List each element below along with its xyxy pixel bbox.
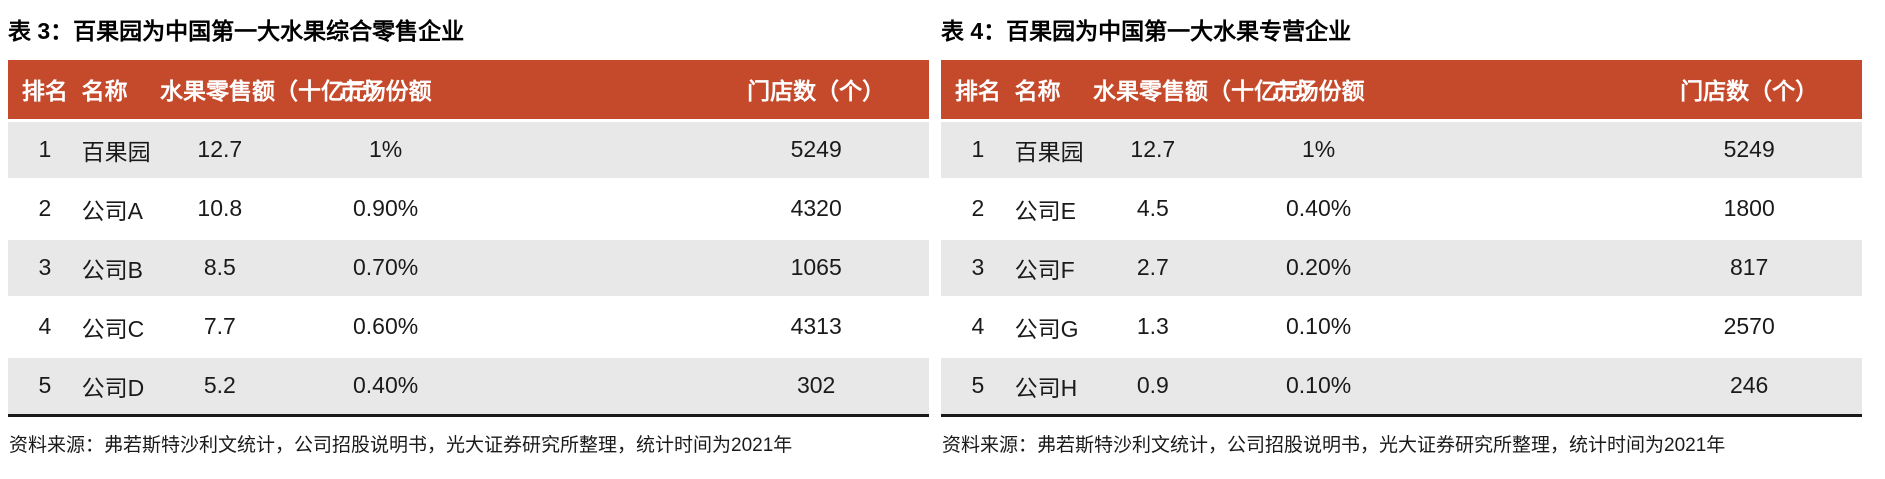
market-share-cell: 0.90% [279,177,492,238]
table-row: 5 公司H 0.9 0.10% 246 [941,354,1862,415]
store-count-cell: 4320 [491,177,929,238]
table-row: 1 百果园 12.7 1% 5249 [941,118,1862,179]
fruit-retail-ranking-table: 排名 名称 水果零售额（十亿元） 市场份额 门店数（个） 1 百果园 12.7 … [8,60,929,417]
table-row: 5 公司D 5.2 0.40% 302 [8,354,929,415]
table-row: 4 公司C 7.7 0.60% 4313 [8,295,929,356]
retail-sales-header: 水果零售额（十亿元） [1092,60,1323,120]
table-row: 1 百果园 12.7 1% 5249 [8,118,929,179]
name-cell: 公司H [1014,354,1093,415]
store-count-cell: 1065 [491,236,929,297]
retail-sales-cell: 8.5 [159,236,280,297]
market-share-cell: 0.70% [279,236,492,297]
store-count-cell: 817 [1424,236,1862,297]
table4-section: 表 4：百果园为中国第一大水果专营企业 排名 名称 水果零售额（十亿元） 市场份… [941,0,1862,457]
store-count-cell: 2570 [1424,295,1862,356]
store-count-cell: 5249 [1424,118,1862,179]
store-count-header: 门店数（个） [491,60,929,120]
name-cell: 公司C [81,295,160,356]
name-cell: 公司D [81,354,160,415]
name-cell: 公司B [81,236,160,297]
retail-sales-cell: 10.8 [159,177,280,238]
rank-cell: 2 [8,177,82,238]
table-row: 3 公司B 8.5 0.70% 1065 [8,236,929,297]
rank-cell: 4 [941,295,1015,356]
name-header: 名称 [1014,60,1093,120]
table3-section: 表 3：百果园为中国第一大水果综合零售企业 排名 名称 水果零售额（十亿元） 市… [8,0,929,457]
market-share-cell: 1% [1212,118,1425,179]
table4-source-note: 资料来源：弗若斯特沙利文统计，公司招股说明书，光大证券研究所整理，统计时间为20… [942,434,1726,456]
table-row: 3 公司F 2.7 0.20% 817 [941,236,1862,297]
name-cell: 公司G [1014,295,1093,356]
rank-cell: 5 [8,354,82,415]
header-row: 排名 名称 水果零售额（十亿元） 市场份额 门店数（个） [8,60,929,120]
table-row: 4 公司G 1.3 0.10% 2570 [941,295,1862,356]
rank-cell: 1 [8,118,82,179]
retail-sales-cell: 12.7 [159,118,280,179]
name-cell: 百果园 [81,118,160,179]
table3-source-note: 资料来源：弗若斯特沙利文统计，公司招股说明书，光大证券研究所整理，统计时间为20… [9,434,793,456]
retail-sales-header: 水果零售额（十亿元） [159,60,390,120]
table-row: 2 公司E 4.5 0.40% 1800 [941,177,1862,238]
name-cell: 公司A [81,177,160,238]
market-share-cell: 0.40% [279,354,492,415]
table3-title: 表 3：百果园为中国第一大水果综合零售企业 [8,18,465,44]
store-count-cell: 302 [491,354,929,415]
rank-cell: 3 [8,236,82,297]
store-count-cell: 5249 [491,118,929,179]
name-cell: 百果园 [1014,118,1093,179]
store-count-header: 门店数（个） [1424,60,1862,120]
name-cell: 公司E [1014,177,1093,238]
store-count-cell: 1800 [1424,177,1862,238]
rank-cell: 5 [941,354,1015,415]
name-cell: 公司F [1014,236,1093,297]
rank-header: 排名 [8,60,82,120]
report-tables-panel: 表 3：百果园为中国第一大水果综合零售企业 排名 名称 水果零售额（十亿元） 市… [8,0,1862,457]
market-share-cell: 0.10% [1212,295,1425,356]
store-count-cell: 246 [1424,354,1862,415]
retail-sales-cell: 7.7 [159,295,280,356]
retail-sales-cell: 12.7 [1092,118,1213,179]
market-share-cell: 1% [279,118,492,179]
market-share-cell: 0.60% [279,295,492,356]
retail-sales-cell: 5.2 [159,354,280,415]
name-header: 名称 [81,60,160,120]
retail-sales-cell: 0.9 [1092,354,1213,415]
retail-sales-cell: 4.5 [1092,177,1213,238]
rank-cell: 3 [941,236,1015,297]
market-share-cell: 0.20% [1212,236,1425,297]
store-count-cell: 4313 [491,295,929,356]
market-share-header: 市场份额 [279,60,492,120]
rank-cell: 2 [941,177,1015,238]
market-share-cell: 0.10% [1212,354,1425,415]
market-share-header: 市场份额 [1212,60,1425,120]
table4-title: 表 4：百果园为中国第一大水果专营企业 [941,18,1352,44]
table-row: 2 公司A 10.8 0.90% 4320 [8,177,929,238]
market-share-cell: 0.40% [1212,177,1425,238]
header-row: 排名 名称 水果零售额（十亿元） 市场份额 门店数（个） [941,60,1862,120]
fruit-specialty-ranking-table: 排名 名称 水果零售额（十亿元） 市场份额 门店数（个） 1 百果园 12.7 … [941,60,1862,417]
retail-sales-cell: 2.7 [1092,236,1213,297]
rank-cell: 4 [8,295,82,356]
rank-header: 排名 [941,60,1015,120]
retail-sales-cell: 1.3 [1092,295,1213,356]
rank-cell: 1 [941,118,1015,179]
